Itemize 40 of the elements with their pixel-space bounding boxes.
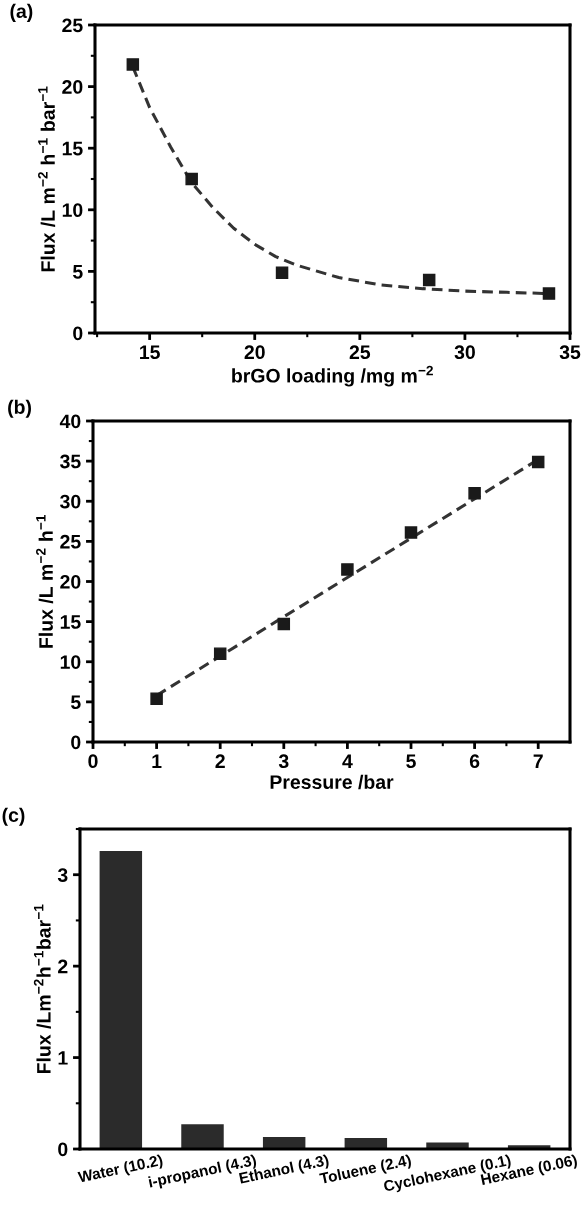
- x-tick-label: 25: [349, 345, 371, 360]
- y-tick-label: 35: [60, 454, 81, 469]
- y-tick-label: 30: [60, 494, 81, 509]
- x-tick-label: 20: [244, 345, 265, 360]
- y-axis-title: Flux /Lm$^{−2}$h$^{−1}$bar$^{−1}$: [33, 904, 51, 1074]
- y-tick-label: 2: [58, 959, 68, 974]
- x-tick-label: 0: [88, 754, 98, 769]
- x-tick-label: 3: [278, 754, 289, 769]
- y-axis-title: Flux /L m$^{−2}$ h$^{−1}$ bar$^{−1}$: [38, 86, 56, 272]
- y-axis-title: Flux /L m$^{−2}$ h$^{−1}$: [36, 514, 54, 648]
- x-tick-label: 35: [559, 345, 581, 360]
- y-tick-label: 5: [70, 695, 81, 710]
- y-tick-label: 10: [62, 203, 83, 218]
- y-tick-label: 15: [60, 615, 81, 629]
- y-tick-label: 40: [59, 414, 81, 429]
- chart-title: (a): [10, 3, 33, 22]
- y-tick-label: 20: [62, 80, 83, 94]
- y-tick-label: 25: [62, 18, 83, 33]
- chart-title: (b): [8, 399, 31, 418]
- y-tick-label: 0: [58, 1142, 68, 1157]
- x-tick-label: 4: [342, 754, 353, 768]
- x-tick-label: 2: [215, 754, 225, 768]
- y-tick-label: 15: [62, 141, 83, 156]
- y-tick-label: 10: [60, 655, 81, 669]
- y-tick-label: 1: [58, 1051, 68, 1065]
- x-tick-label: 15: [140, 345, 160, 360]
- x-tick-label: 5: [406, 754, 416, 769]
- chart-title: (c): [2, 807, 25, 826]
- x-axis-title: brGO loading /mg m$^{−2}$: [232, 365, 433, 387]
- y-tick-label: 3: [57, 868, 68, 882]
- x-tick-label: 6: [469, 754, 480, 769]
- x-tick-label: 30: [454, 345, 475, 360]
- x-tick-label: 1: [152, 754, 162, 768]
- x-tick-label: 7: [533, 754, 543, 768]
- x-axis-title: Pressure /bar: [270, 774, 394, 790]
- y-tick-label: 0: [73, 326, 83, 341]
- y-tick-label: 5: [72, 265, 83, 279]
- y-tick-label: 25: [60, 534, 81, 549]
- y-tick-label: 20: [60, 574, 81, 589]
- y-tick-label: 0: [71, 735, 81, 750]
